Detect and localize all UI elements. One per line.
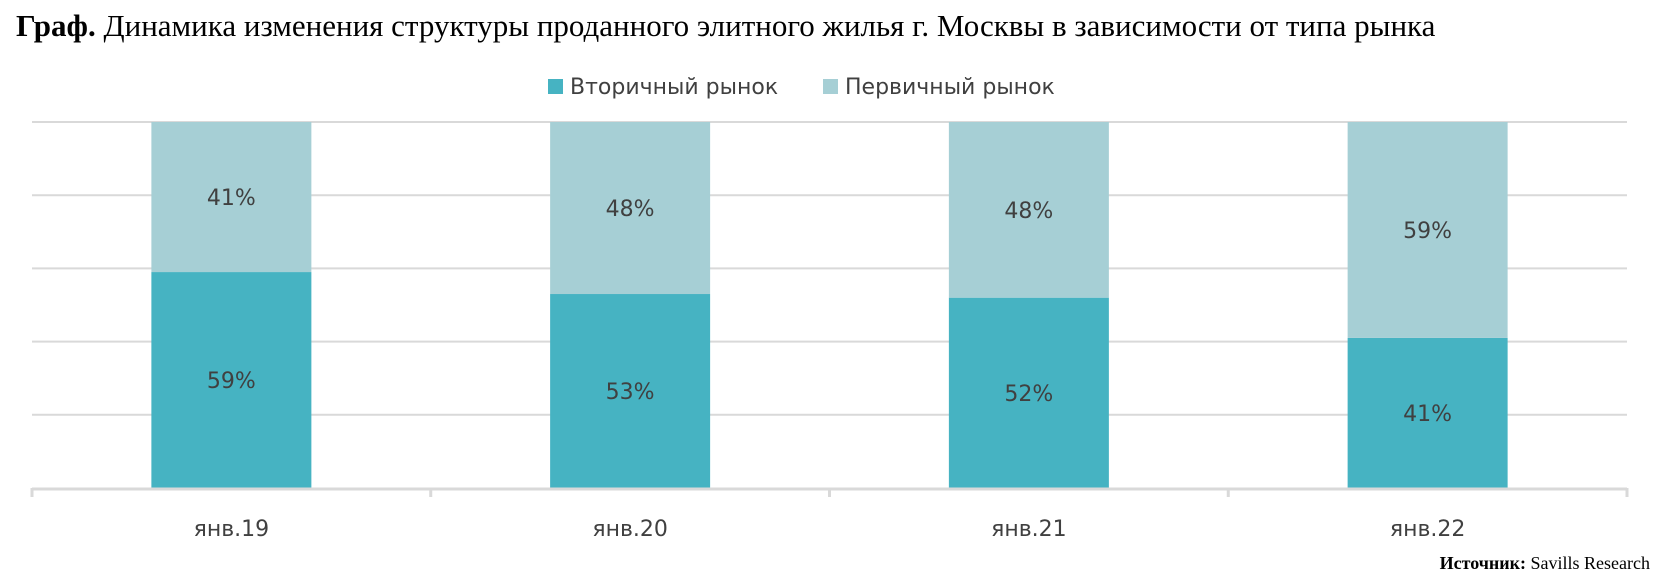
legend-swatch	[548, 79, 563, 94]
stacked-bar-chart: Вторичный рынок Первичный рынок 59% 41% 53%…	[30, 75, 1629, 542]
bar-segment	[151, 122, 312, 273]
bar-segment	[550, 294, 711, 488]
x-tick-label: янв.19	[194, 517, 270, 542]
legend-label: Первичный рынок	[845, 75, 1055, 100]
x-tick-label: янв.22	[1390, 517, 1466, 542]
bar-segment	[948, 122, 1109, 298]
data-label: 41%	[1403, 402, 1452, 427]
x-tick-label: янв.21	[991, 517, 1067, 542]
data-label: 59%	[1403, 219, 1452, 244]
data-label: 41%	[207, 186, 256, 211]
source-value: Savills Research	[1530, 553, 1650, 573]
title-text: Динамика изменения структуры проданного …	[103, 8, 1436, 43]
x-tick-label: янв.20	[592, 517, 668, 542]
bar-segment	[948, 297, 1109, 488]
bar-segment	[151, 272, 312, 488]
data-label: 53%	[606, 380, 655, 405]
title-prefix: Граф.	[16, 8, 96, 43]
source-label: Источник:	[1439, 553, 1527, 573]
bar-segment	[550, 122, 711, 295]
chart-title: Граф. Динамика изменения структуры прода…	[16, 8, 1646, 44]
bar-segment	[1347, 337, 1508, 488]
legend-label: Вторичный рынок	[570, 75, 778, 100]
bar-segment	[1347, 122, 1508, 338]
data-label: 59%	[207, 369, 256, 394]
data-label: 48%	[606, 197, 655, 222]
legend: Вторичный рынок Первичный рынок	[548, 75, 1055, 100]
data-label: 48%	[1004, 199, 1053, 224]
x-axis: янв.19 янв.20 янв.21 янв.22	[30, 487, 1629, 542]
data-label: 52%	[1004, 382, 1053, 407]
bars: 59% 41% 53% 48% 52% 48% 41% 59%	[151, 122, 1508, 488]
source-note: Источник: Savills Research	[1440, 553, 1650, 574]
legend-swatch	[823, 79, 838, 94]
